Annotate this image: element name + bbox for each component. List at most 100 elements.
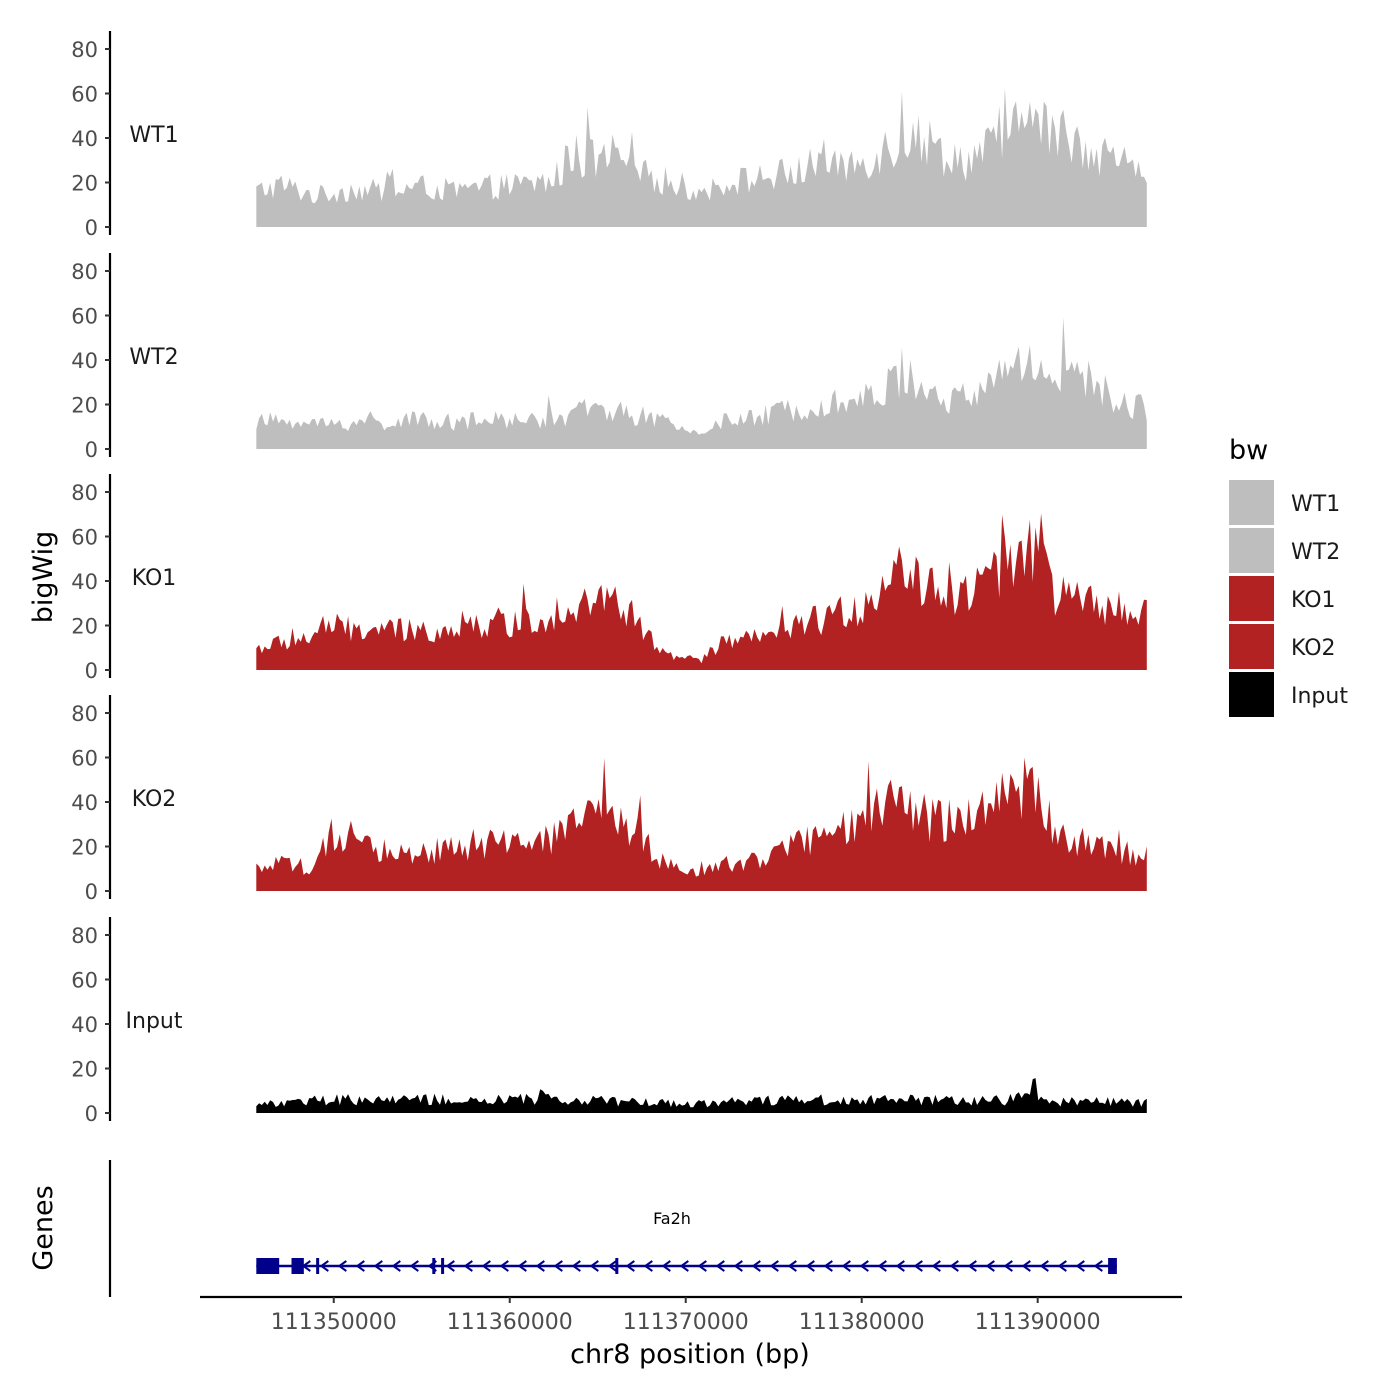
strand-arrow [1039, 1260, 1049, 1272]
track-ko2: 0 20 40 60 80 KO2 [71, 695, 1147, 904]
area-wt2 [256, 317, 1147, 449]
strand-arrow [697, 1260, 707, 1272]
strand-arrow [355, 1260, 365, 1272]
y-tick-label: 80 [71, 702, 98, 726]
y-tick-label: 20 [71, 1058, 98, 1082]
strand-arrow [1057, 1260, 1067, 1272]
track-label-wt2: WT2 [129, 345, 178, 370]
track-wt1: 0 20 40 60 80 WT1 [71, 31, 1147, 240]
genes-axis-title: Genes [28, 1185, 59, 1270]
area-input [256, 1078, 1147, 1113]
y-tick-label: 0 [85, 216, 98, 240]
legend-key-ko2 [1229, 624, 1274, 669]
strand-arrow [895, 1260, 905, 1272]
strand-arrow [589, 1260, 599, 1272]
x-axis-title: chr8 position (bp) [570, 1339, 810, 1370]
y-tick-label: 60 [71, 305, 98, 329]
legend-key-input [1229, 672, 1274, 717]
strand-arrow [787, 1260, 797, 1272]
strand-arrow [499, 1260, 509, 1272]
strand-arrow [445, 1260, 455, 1272]
legend-label-ko2: KO2 [1291, 636, 1336, 661]
gene-exon [316, 1258, 320, 1274]
strand-arrow [1021, 1260, 1031, 1272]
strand-arrow [337, 1260, 347, 1272]
strand-arrow [733, 1260, 743, 1272]
y-tick-label: 60 [71, 969, 98, 993]
bigwig-tracks: 0 20 40 60 80 WT1 0 20 40 60 80 WT2 0 20 40 60 80 KO1 0 20 4… [71, 31, 1147, 1126]
strand-arrow [715, 1260, 725, 1272]
legend-title: bw [1229, 435, 1268, 466]
strand-arrow [805, 1260, 815, 1272]
y-tick-label: 60 [71, 83, 98, 107]
strand-arrow [841, 1260, 851, 1272]
strand-arrow [643, 1260, 653, 1272]
y-tick-label: 40 [71, 791, 98, 815]
y-tick-label: 0 [85, 880, 98, 904]
y-tick-label: 80 [71, 38, 98, 62]
legend-label-wt2: WT2 [1291, 540, 1340, 565]
y-axis-title: bigWig [28, 531, 59, 624]
legend-label-wt1: WT1 [1291, 492, 1340, 517]
x-tick-label: 111380000 [799, 1310, 925, 1335]
strand-arrow [913, 1260, 923, 1272]
gene-name-label: Fa2h [653, 1209, 691, 1228]
gene-exon [615, 1258, 619, 1274]
x-axis: 111350000 111360000 111370000 111380000 1113… [200, 1295, 1182, 1335]
strand-arrow [625, 1260, 635, 1272]
y-tick-label: 80 [71, 924, 98, 948]
strand-arrow [373, 1260, 383, 1272]
y-tick-label: 20 [71, 394, 98, 418]
track-label-ko2: KO2 [132, 787, 177, 812]
strand-arrow [607, 1260, 617, 1272]
y-tick-label: 20 [71, 836, 98, 860]
strand-arrow [535, 1260, 545, 1272]
strand-arrow [949, 1260, 959, 1272]
strand-arrow [931, 1260, 941, 1272]
y-tick-label: 0 [85, 438, 98, 462]
legend-key-wt1 [1229, 480, 1274, 525]
y-tick-label: 40 [71, 127, 98, 151]
y-tick-label: 40 [71, 570, 98, 594]
strand-arrow [391, 1260, 401, 1272]
legend-label-ko1: KO1 [1291, 588, 1336, 613]
strand-arrow [571, 1260, 581, 1272]
strand-arrow [967, 1260, 977, 1272]
y-tick-label: 0 [85, 659, 98, 683]
track-label-ko1: KO1 [132, 566, 177, 591]
y-tick-label: 40 [71, 349, 98, 373]
y-tick-label: 20 [71, 172, 98, 196]
gene-track-panel: Fa2h [108, 1160, 1117, 1297]
strand-arrow [751, 1260, 761, 1272]
x-tick-label: 111350000 [271, 1310, 397, 1335]
area-ko1 [256, 513, 1147, 670]
strand-arrow [1003, 1260, 1013, 1272]
strand-arrow [769, 1260, 779, 1272]
strand-arrow [985, 1260, 995, 1272]
legend-key-ko1 [1229, 576, 1274, 621]
strand-arrow [823, 1260, 833, 1272]
y-tick-label: 40 [71, 1013, 98, 1037]
strand-arrow [553, 1260, 563, 1272]
track-wt2: 0 20 40 60 80 WT2 [71, 253, 1147, 462]
strand-arrow [1075, 1260, 1085, 1272]
gene-exon [441, 1258, 445, 1274]
strand-arrow [679, 1260, 689, 1272]
strand-arrow [481, 1260, 491, 1272]
strand-arrow [877, 1260, 887, 1272]
y-tick-label: 80 [71, 260, 98, 284]
track-input: 0 20 40 60 80 Input [71, 917, 1147, 1126]
y-tick-label: 0 [85, 1102, 98, 1126]
legend-key-wt2 [1229, 528, 1274, 573]
strand-arrow [463, 1260, 473, 1272]
x-tick-label: 111360000 [447, 1310, 573, 1335]
track-label-input: Input [126, 1009, 183, 1034]
y-tick-label: 60 [71, 526, 98, 550]
strand-arrow [517, 1260, 527, 1272]
gene-exon [256, 1258, 280, 1274]
gene-exon [432, 1258, 436, 1274]
strand-arrow [661, 1260, 671, 1272]
strand-arrow [859, 1260, 869, 1272]
legend: bw WT1 WT2 KO1 KO2 Input [1229, 435, 1348, 717]
